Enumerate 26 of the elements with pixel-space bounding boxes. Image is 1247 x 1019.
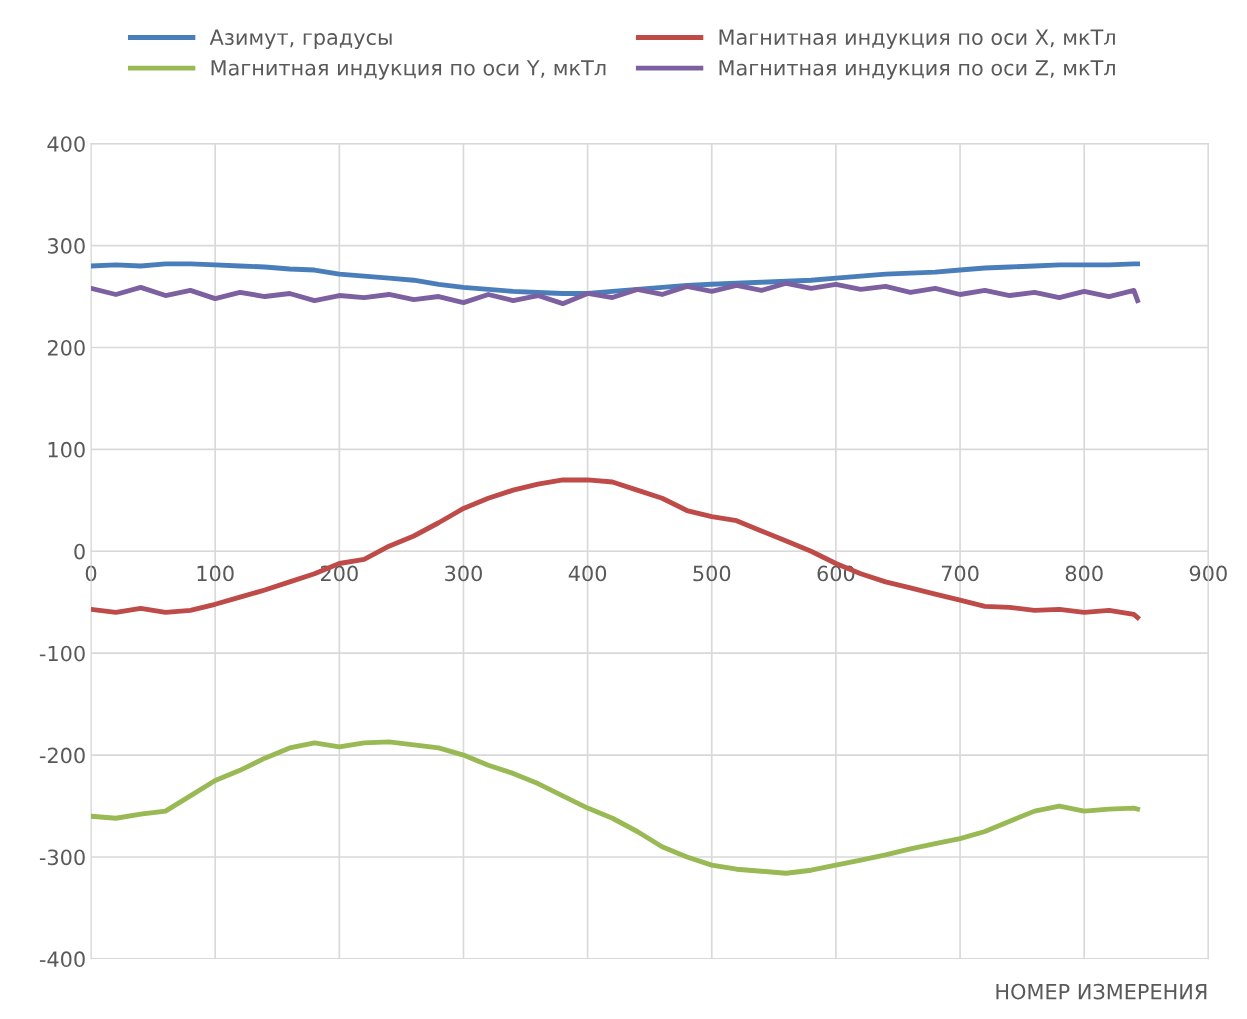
x-tick-label: 900 <box>1189 565 1227 582</box>
x-tick-label: 200 <box>320 565 358 582</box>
y-tick-label: -100 <box>39 645 85 662</box>
x-tick-label: 0 <box>85 565 97 582</box>
y-tick-label: 0 <box>74 543 85 560</box>
y-tick-label: 100 <box>48 441 85 458</box>
y-tick-label: -400 <box>39 951 85 968</box>
x-tick-label: 700 <box>941 565 979 582</box>
legend-label: Магнитная индукция по оси Z, мкТл <box>719 60 1115 80</box>
y-tick-label: -200 <box>39 747 85 764</box>
line-series <box>91 739 1141 876</box>
x-tick-label: 400 <box>568 565 607 582</box>
line-series <box>91 261 1141 296</box>
legend-label: Магнитная индукция по оси X, мкТл <box>719 29 1115 50</box>
x-tick-label: 100 <box>197 565 234 582</box>
legend-label: Магнитная индукция по оси Y, мкТл <box>211 60 606 80</box>
x-tick-label: 300 <box>445 565 482 582</box>
y-tick-label: 300 <box>47 238 85 254</box>
y-tick-label: 400 <box>47 136 85 152</box>
x-tick-label: 800 <box>1065 565 1103 582</box>
y-tick-label: -300 <box>39 849 85 866</box>
legend-label: Азимут, градусы <box>209 29 392 50</box>
x-axis-title: НОМЕР ИЗМЕРЕНИЯ <box>996 983 1207 1000</box>
x-tick-label: 500 <box>693 565 731 582</box>
y-tick-label: 200 <box>47 339 85 356</box>
line-series <box>91 280 1141 307</box>
